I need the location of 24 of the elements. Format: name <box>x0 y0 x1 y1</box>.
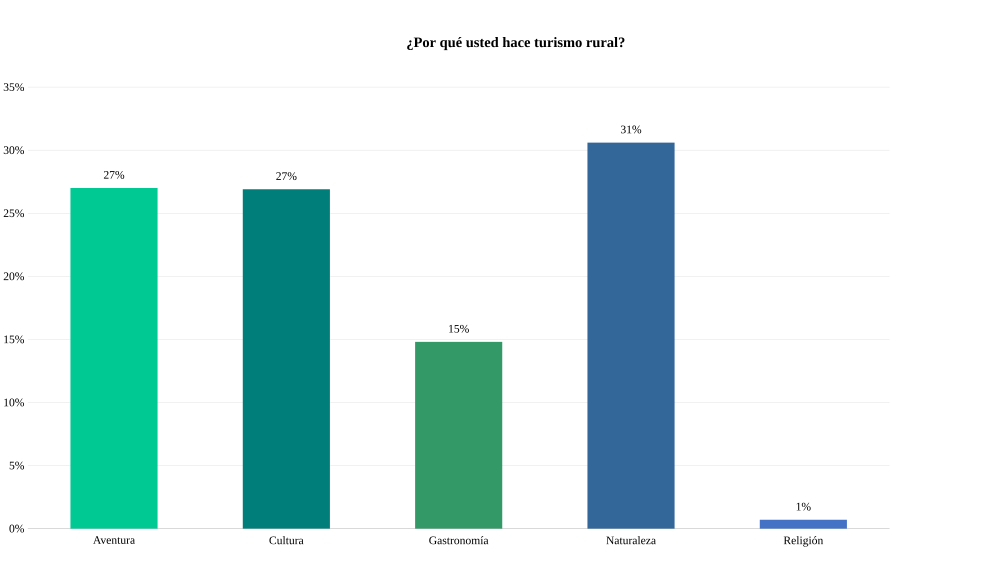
bar <box>760 520 847 529</box>
y-tick-label: 10% <box>4 398 24 406</box>
data-label: 15% <box>449 324 469 333</box>
data-label: 27% <box>276 172 297 180</box>
bar <box>415 342 502 529</box>
y-tick-label: 30% <box>4 146 24 154</box>
data-label: 1% <box>796 502 811 511</box>
x-tick-label: Naturaleza <box>606 536 656 544</box>
y-tick-label: 5% <box>10 462 24 470</box>
x-tick-label: Aventura <box>93 536 135 544</box>
y-tick-label: 25% <box>4 209 24 218</box>
bar <box>587 142 675 529</box>
x-tick-label: Gastronomía <box>429 536 488 544</box>
bar <box>242 189 330 529</box>
data-label: 31% <box>620 126 642 134</box>
x-tick-label: Cultura <box>269 536 304 544</box>
bar <box>70 188 158 529</box>
y-tick-label: 0% <box>9 524 24 533</box>
data-label: 27% <box>104 170 124 179</box>
y-tick-label: 20% <box>4 272 24 280</box>
y-tick-label: 15% <box>4 335 24 344</box>
y-tick-label: 35% <box>4 83 24 92</box>
chart-title: ¿Por qué usted hace turismo rural? <box>407 36 624 50</box>
x-tick-label: Religión <box>784 536 824 547</box>
